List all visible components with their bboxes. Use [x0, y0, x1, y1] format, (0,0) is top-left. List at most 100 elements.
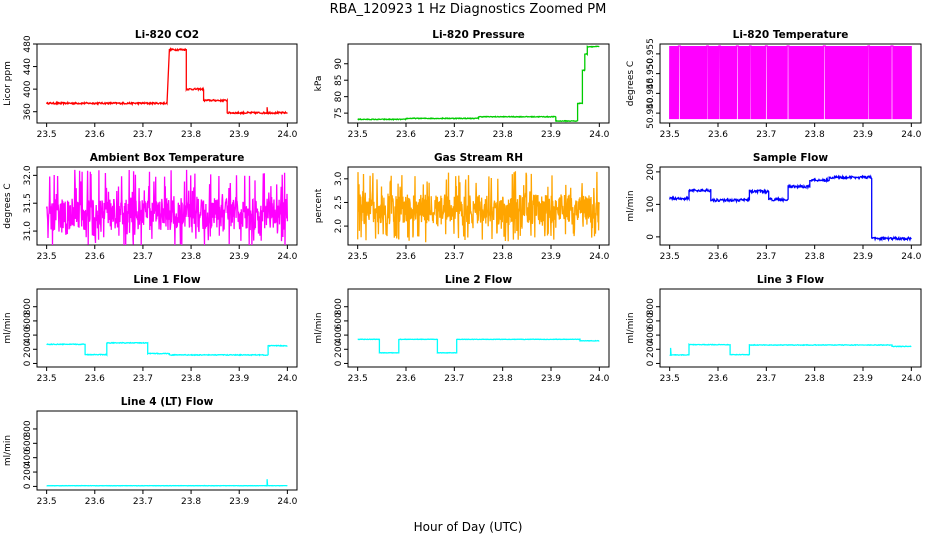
series-line — [46, 479, 288, 487]
x-tick-label: 23.5 — [660, 374, 680, 384]
x-tick-label: 23.7 — [756, 130, 776, 140]
panel-6: Sample Flow 23.5 23.6 23.7 23.8 23.9 24.0 0 100 2… — [626, 152, 922, 262]
panel-3: Li-820 Temperature 23.5 23.6 23.7 23.8 23.9 24… — [626, 29, 922, 140]
series-line — [46, 47, 288, 116]
figure-title: RBA_120923 1 Hz Diagnostics Zoomed PM — [330, 2, 607, 17]
x-tick-label: 23.7 — [756, 374, 776, 384]
x-tick-label: 23.8 — [805, 374, 825, 384]
x-tick-label: 24.0 — [901, 252, 921, 262]
y-axis-label: degrees C — [626, 61, 636, 106]
x-tick-label: 23.8 — [181, 252, 201, 262]
y-tick-label: 50.940 — [646, 97, 656, 129]
x-tick-label: 23.9 — [853, 130, 873, 140]
y-tick-label: 200 — [23, 340, 33, 357]
y-axis-label: degrees C — [3, 183, 13, 228]
x-tick-label: 23.5 — [348, 374, 368, 384]
series-line — [669, 45, 912, 120]
plot-frame — [36, 166, 298, 246]
y-tick-label: 85 — [334, 74, 344, 85]
y-axis-label: Licor ppm — [3, 61, 13, 106]
y-tick-label: 0 — [23, 360, 33, 366]
x-tick-label: 23.9 — [853, 374, 873, 384]
x-tick-label: 23.8 — [805, 252, 825, 262]
series-line — [357, 45, 600, 123]
y-axis-label: ml/min — [3, 312, 13, 343]
x-tick-label: 24.0 — [277, 374, 297, 384]
x-tick-label: 24.0 — [589, 374, 609, 384]
y-axis-label: ml/min — [314, 312, 324, 343]
panel-title: Li-820 Temperature — [733, 29, 849, 41]
figure-x-axis-label: Hour of Day (UTC) — [414, 520, 523, 534]
x-tick-label: 23.6 — [708, 130, 728, 140]
panel-4: Ambient Box Temperature 23.5 23.6 23.7 23.8 2… — [3, 152, 298, 262]
x-tick-label: 23.8 — [181, 130, 201, 140]
panel-10: Line 4 (LT) Flow 23.5 23.6 23.7 23.8 23.9 24.0… — [3, 396, 298, 507]
x-tick-label: 23.5 — [37, 497, 57, 507]
y-tick-label: 800 — [334, 298, 344, 315]
x-tick-label: 23.8 — [493, 252, 513, 262]
x-tick-label: 24.0 — [589, 252, 609, 262]
series-line — [357, 338, 600, 354]
x-tick-label: 23.6 — [708, 252, 728, 262]
plot-frame — [347, 43, 610, 124]
panel-title: Line 1 Flow — [133, 274, 200, 286]
y-tick-label: 600 — [23, 434, 33, 451]
x-tick-label: 23.6 — [396, 252, 416, 262]
x-tick-label: 24.0 — [277, 130, 297, 140]
y-tick-label: 0 — [334, 360, 344, 366]
panel-title: Line 2 Flow — [445, 274, 512, 286]
x-tick-label: 23.5 — [37, 252, 57, 262]
panel-title: Sample Flow — [753, 152, 828, 164]
y-tick-label: 3.0 — [334, 171, 344, 186]
plot-frame — [347, 166, 610, 246]
x-tick-label: 24.0 — [277, 252, 297, 262]
panel-5: Gas Stream RH 23.5 23.6 23.7 23.8 23.9 24.0 2.0… — [314, 152, 610, 262]
y-tick-label: 400 — [23, 80, 33, 97]
x-tick-label: 23.9 — [541, 374, 561, 384]
panel-8: Line 2 Flow 23.5 23.6 23.7 23.8 23.9 24.0 0 2004… — [314, 274, 610, 384]
y-tick-label: 600 — [23, 312, 33, 329]
x-tick-label: 24.0 — [901, 374, 921, 384]
panel-2: Li-820 Pressure 23.5 23.6 23.7 23.8 23.9 24.0 7… — [314, 29, 610, 140]
x-tick-label: 24.0 — [589, 130, 609, 140]
y-tick-label: 50.945 — [646, 78, 656, 110]
x-tick-label: 23.7 — [133, 252, 153, 262]
y-tick-label: 80 — [334, 91, 344, 103]
x-tick-label: 23.9 — [229, 374, 249, 384]
x-tick-label: 23.5 — [37, 130, 57, 140]
x-tick-label: 23.7 — [133, 130, 153, 140]
y-tick-label: 360 — [23, 103, 33, 120]
y-tick-label: 0 — [646, 234, 656, 240]
y-tick-label: 200 — [646, 163, 656, 180]
panel-title: Ambient Box Temperature — [90, 152, 245, 164]
x-tick-label: 23.8 — [805, 130, 825, 140]
y-tick-label: 2.0 — [334, 219, 344, 234]
plot-frame — [659, 288, 922, 368]
x-tick-label: 23.6 — [85, 497, 105, 507]
plot-frame — [36, 410, 298, 491]
x-tick-label: 23.6 — [85, 130, 105, 140]
series-line — [669, 343, 912, 357]
panel-title: Line 3 Flow — [757, 274, 824, 286]
x-tick-label: 23.9 — [541, 252, 561, 262]
series-line — [46, 341, 288, 357]
y-tick-label: 200 — [23, 463, 33, 480]
plot-frame — [347, 288, 610, 368]
series-line — [45, 169, 289, 246]
y-tick-label: 480 — [23, 35, 33, 52]
x-tick-label: 23.7 — [133, 497, 153, 507]
x-tick-label: 23.7 — [756, 252, 776, 262]
y-tick-label: 600 — [334, 312, 344, 329]
x-tick-label: 23.5 — [37, 374, 57, 384]
y-tick-label: 440 — [23, 58, 33, 75]
y-axis-label: ml/min — [3, 435, 13, 466]
y-tick-label: 32.0 — [23, 165, 33, 185]
panel-title: Gas Stream RH — [434, 152, 523, 164]
x-tick-label: 23.7 — [444, 252, 464, 262]
y-tick-label: 100 — [646, 196, 656, 213]
x-tick-label: 23.7 — [444, 374, 464, 384]
y-axis-label: ml/min — [626, 190, 636, 221]
y-tick-label: 31.5 — [23, 193, 33, 213]
y-tick-label: 800 — [23, 420, 33, 437]
